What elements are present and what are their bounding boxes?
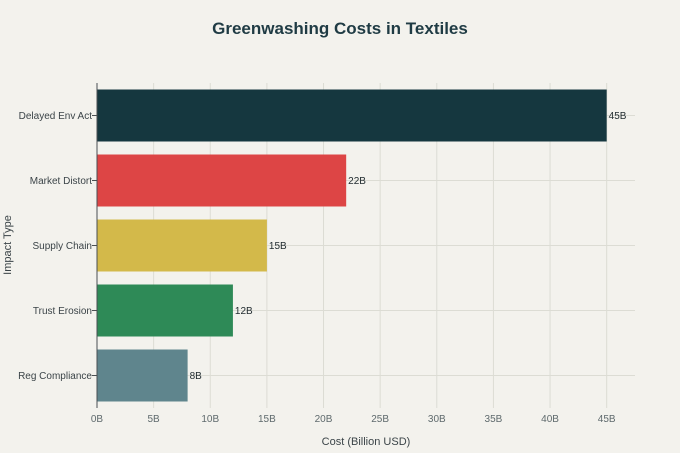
data-label: 15B: [269, 241, 287, 252]
x-tick-label: 15B: [258, 414, 276, 425]
bars: 45B 22B 15B 12B 8B: [97, 89, 627, 402]
x-tick-label: 5B: [148, 414, 161, 425]
y-axis-title: Impact Type: [2, 215, 14, 275]
x-tick-label: 30B: [428, 414, 446, 425]
x-tick-label: 10B: [201, 414, 219, 425]
x-tick-label: 25B: [371, 414, 389, 425]
x-tick-label: 20B: [315, 414, 333, 425]
x-axis-title: Cost (Billion USD): [322, 436, 411, 448]
data-label: 12B: [235, 306, 253, 317]
axes: 0B 5B 10B 15B 20B 25B 30B 35B 40B 45B Delayed Env …: [18, 83, 616, 425]
category-label: Reg Compliance: [18, 371, 92, 382]
data-label: 8B: [190, 371, 203, 382]
bar[interactable]: [97, 219, 267, 272]
category-label: Supply Chain: [33, 241, 92, 252]
chart-title: Greenwashing Costs in Textiles: [212, 19, 468, 38]
category-label: Market Distort: [30, 176, 92, 187]
x-tick-label: 45B: [598, 414, 616, 425]
category-label: Trust Erosion: [33, 306, 92, 317]
bar[interactable]: [97, 89, 607, 142]
bar[interactable]: [97, 154, 347, 207]
x-tick-label: 35B: [485, 414, 503, 425]
bar[interactable]: [97, 349, 188, 402]
category-label: Delayed Env Act: [19, 111, 93, 122]
x-tick-label: 40B: [541, 414, 559, 425]
data-label: 45B: [609, 111, 627, 122]
bar[interactable]: [97, 284, 233, 337]
x-tick-label: 0B: [91, 414, 104, 425]
data-label: 22B: [348, 176, 366, 187]
